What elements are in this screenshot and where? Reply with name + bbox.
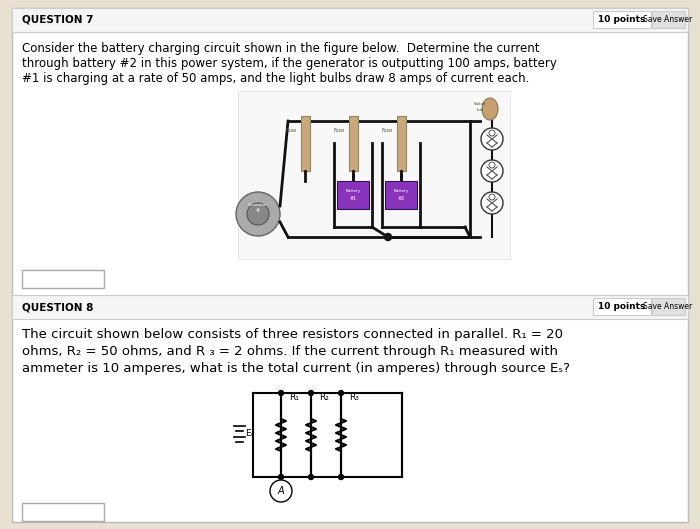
Text: Save Answer: Save Answer xyxy=(643,15,692,24)
Circle shape xyxy=(339,475,344,479)
Bar xyxy=(593,11,651,28)
Text: Fuse: Fuse xyxy=(382,129,393,133)
Bar xyxy=(652,298,685,315)
Circle shape xyxy=(481,192,503,214)
Ellipse shape xyxy=(482,98,498,120)
Text: ammeter is 10 amperes, what is the total current (in amperes) through source Eₛ?: ammeter is 10 amperes, what is the total… xyxy=(22,362,570,375)
Text: 10 points: 10 points xyxy=(598,15,645,24)
Circle shape xyxy=(384,233,391,241)
Text: Consider the battery charging circuit shown in the figure below.  Determine the : Consider the battery charging circuit sh… xyxy=(22,42,540,55)
Circle shape xyxy=(279,390,284,396)
Bar xyxy=(652,11,685,28)
Text: QUESTION 7: QUESTION 7 xyxy=(22,15,94,25)
Text: Generator: Generator xyxy=(248,203,268,207)
Text: The circuit shown below consists of three resistors connected in parallel. R₁ = : The circuit shown below consists of thre… xyxy=(22,328,563,341)
Circle shape xyxy=(339,390,344,396)
Text: Fuse: Fuse xyxy=(286,129,297,133)
Text: (on): (on) xyxy=(477,108,484,112)
Text: ohms, R₂ = 50 ohms, and R ₃ = 2 ohms. If the current through R₁ measured with: ohms, R₂ = 50 ohms, and R ₃ = 2 ohms. If… xyxy=(22,345,558,358)
Bar xyxy=(22,503,104,521)
Text: R₂: R₂ xyxy=(319,394,329,403)
Bar xyxy=(396,116,405,171)
Text: Battery: Battery xyxy=(345,189,361,193)
Bar xyxy=(22,270,104,288)
Circle shape xyxy=(270,480,292,502)
Bar xyxy=(12,8,688,32)
Text: Battery: Battery xyxy=(393,189,409,193)
Text: Fuse: Fuse xyxy=(333,129,344,133)
Text: QUESTION 8: QUESTION 8 xyxy=(22,302,93,312)
Text: #: # xyxy=(256,208,260,214)
Bar xyxy=(300,116,309,171)
Text: Save Answer: Save Answer xyxy=(643,302,692,311)
Text: #1: #1 xyxy=(349,196,356,200)
Circle shape xyxy=(481,160,503,182)
Circle shape xyxy=(489,162,495,168)
Circle shape xyxy=(309,475,314,479)
Text: through battery #2 in this power system, if the generator is outputting 100 amps: through battery #2 in this power system,… xyxy=(22,57,557,70)
Circle shape xyxy=(236,192,280,236)
Text: R₁: R₁ xyxy=(289,394,299,403)
Bar xyxy=(12,295,688,319)
Bar xyxy=(385,181,417,209)
Circle shape xyxy=(247,203,269,225)
Bar xyxy=(593,298,651,315)
Text: 10 points: 10 points xyxy=(598,302,645,311)
Circle shape xyxy=(309,390,314,396)
Text: A: A xyxy=(278,486,284,496)
Text: Eₛ: Eₛ xyxy=(245,428,254,437)
Text: Switch: Switch xyxy=(474,102,486,106)
Text: #2: #2 xyxy=(398,196,405,200)
Circle shape xyxy=(279,475,284,479)
Bar xyxy=(349,116,358,171)
Text: R₃: R₃ xyxy=(349,394,359,403)
Bar xyxy=(337,181,369,209)
Circle shape xyxy=(481,128,503,150)
Circle shape xyxy=(489,194,495,200)
Circle shape xyxy=(489,130,495,136)
Bar xyxy=(238,91,510,259)
Text: #1 is charging at a rate of 50 amps, and the light bulbs draw 8 amps of current : #1 is charging at a rate of 50 amps, and… xyxy=(22,72,529,85)
